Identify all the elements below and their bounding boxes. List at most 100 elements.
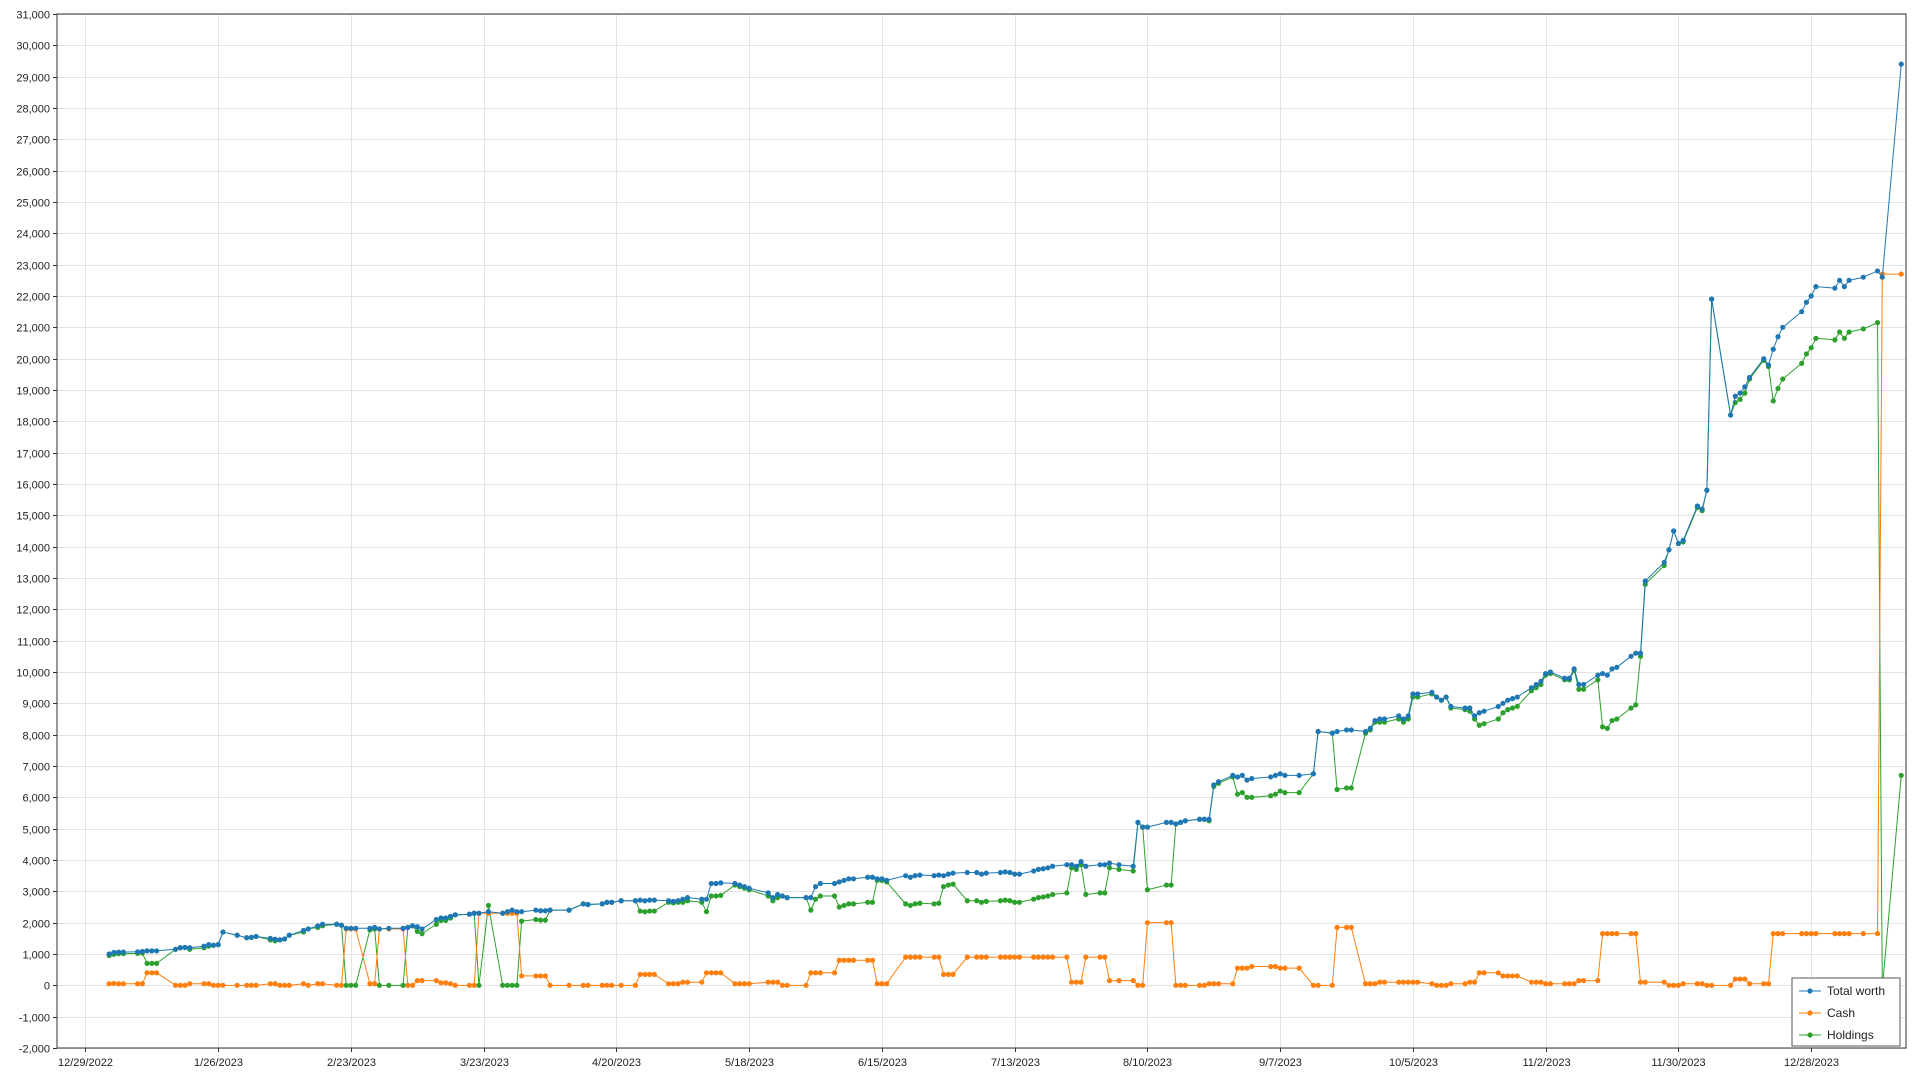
- data-point-cash: [912, 954, 918, 960]
- data-point-cash: [1130, 978, 1136, 984]
- data-point-holdings: [637, 908, 643, 914]
- data-point-total-worth: [936, 872, 942, 878]
- data-point-holdings: [1841, 335, 1847, 341]
- data-point-total-worth: [172, 946, 179, 952]
- data-point-cash: [1381, 979, 1388, 985]
- data-point-holdings: [1050, 891, 1056, 898]
- data-point-holdings: [1514, 703, 1520, 710]
- data-point-total-worth: [1505, 697, 1511, 703]
- data-point-cash: [1514, 973, 1520, 979]
- y-tick-label: 23,000: [16, 261, 50, 273]
- data-point-cash: [699, 979, 705, 985]
- data-point-total-worth: [1064, 862, 1070, 868]
- data-point-holdings: [414, 928, 420, 935]
- data-point-holdings: [1268, 793, 1274, 799]
- data-point-total-worth: [1746, 374, 1753, 381]
- data-point-cash: [940, 971, 947, 977]
- data-point-total-worth: [1633, 650, 1639, 656]
- data-point-holdings: [718, 892, 724, 899]
- data-point-cash: [1234, 965, 1241, 971]
- data-point-cash: [438, 980, 444, 986]
- data-point-total-worth: [1476, 710, 1482, 716]
- data-point-total-worth: [1628, 653, 1634, 659]
- data-point-holdings: [1097, 890, 1103, 896]
- data-point-holdings: [514, 982, 520, 988]
- data-point-holdings: [931, 901, 937, 907]
- data-point-cash: [1860, 931, 1866, 937]
- data-point-total-worth: [912, 873, 918, 879]
- data-point-total-worth: [438, 915, 444, 921]
- data-point-total-worth: [1780, 324, 1786, 330]
- data-point-cash: [1073, 979, 1079, 985]
- data-point-holdings: [1144, 887, 1151, 893]
- data-point-cash: [874, 981, 880, 987]
- data-point-holdings: [1102, 890, 1108, 896]
- data-point-total-worth: [1381, 716, 1388, 722]
- data-point-holdings: [1808, 345, 1814, 351]
- data-point-total-worth: [1334, 728, 1340, 735]
- data-point-cash: [533, 973, 539, 979]
- data-point-total-worth: [116, 949, 122, 955]
- data-point-cash: [1310, 982, 1316, 988]
- data-point-cash: [1538, 979, 1544, 985]
- data-point-cash: [1249, 963, 1255, 970]
- data-point-total-worth: [1675, 540, 1682, 547]
- data-point-cash: [632, 982, 639, 988]
- data-point-total-worth: [983, 870, 989, 876]
- data-point-total-worth: [1296, 772, 1302, 779]
- y-tick-label: 7,000: [22, 762, 50, 774]
- x-tick-label: 11/2/2023: [1522, 1057, 1570, 1069]
- data-point-cash: [519, 973, 525, 979]
- legend-item-cash: Cash: [1799, 1006, 1855, 1020]
- data-point-total-worth: [1405, 713, 1411, 719]
- data-point-holdings: [940, 884, 947, 890]
- data-point-cash: [680, 979, 686, 985]
- data-point-holdings: [647, 908, 653, 914]
- y-tick-label: 6,000: [22, 793, 50, 805]
- data-point-total-worth: [1282, 772, 1288, 779]
- data-point-cash: [1732, 976, 1738, 982]
- data-point-holdings: [713, 893, 719, 899]
- data-point-total-worth: [220, 929, 226, 935]
- data-point-cash: [443, 980, 449, 986]
- data-point-total-worth: [1045, 865, 1051, 871]
- data-point-cash: [831, 970, 838, 976]
- series-total-worth: [106, 61, 1904, 957]
- data-point-cash: [1576, 978, 1582, 984]
- data-point-total-worth: [784, 895, 790, 901]
- data-point-holdings: [642, 909, 648, 915]
- data-point-holdings: [1234, 791, 1241, 797]
- data-point-cash: [139, 981, 145, 987]
- data-point-holdings: [1898, 772, 1904, 779]
- data-point-cash: [1007, 954, 1013, 960]
- data-point-total-worth: [1007, 869, 1013, 876]
- data-point-total-worth: [1642, 578, 1648, 584]
- x-tick-label: 5/18/2023: [725, 1057, 774, 1069]
- data-point-cash: [1543, 981, 1549, 987]
- data-point-cash: [1803, 931, 1810, 937]
- data-point-total-worth: [765, 890, 771, 896]
- legend-label: Cash: [1827, 1006, 1855, 1020]
- data-point-total-worth: [206, 942, 212, 948]
- data-point-holdings: [917, 900, 923, 906]
- data-point-total-worth: [177, 945, 183, 951]
- data-point-total-worth: [931, 873, 937, 879]
- data-point-cash: [187, 981, 193, 987]
- data-point-cash: [850, 957, 857, 963]
- data-point-cash: [452, 982, 458, 988]
- data-point-cash: [305, 982, 311, 988]
- data-point-total-worth: [684, 895, 691, 901]
- data-point-cash: [936, 954, 942, 960]
- data-point-cash: [1211, 981, 1217, 987]
- data-point-total-worth: [1609, 666, 1615, 672]
- data-point-cash: [1244, 965, 1250, 971]
- data-point-total-worth: [409, 923, 416, 929]
- data-point-cash: [1097, 954, 1103, 960]
- data-point-total-worth: [386, 925, 392, 931]
- data-point-total-worth: [1268, 774, 1274, 780]
- data-point-total-worth: [353, 925, 359, 931]
- data-point-holdings: [865, 899, 871, 905]
- data-point-holdings: [974, 898, 980, 904]
- data-point-total-worth: [1898, 61, 1904, 67]
- data-point-holdings: [144, 960, 150, 967]
